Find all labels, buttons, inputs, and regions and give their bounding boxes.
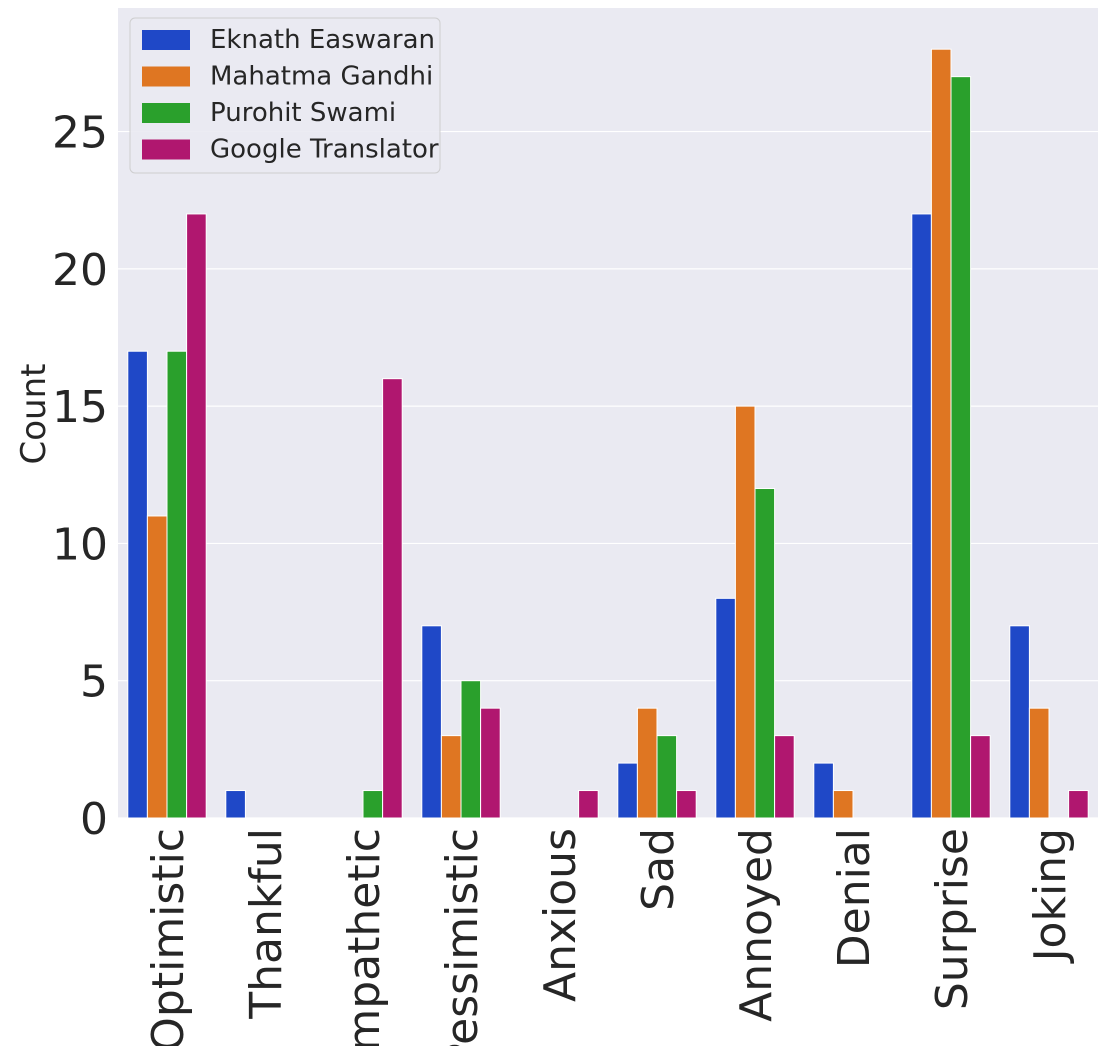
- bar: [440, 735, 462, 819]
- legend-label: Eknath Easwaran: [210, 25, 435, 55]
- x-tick-label: Optimistic: [143, 828, 194, 1046]
- legend-swatch: [142, 30, 190, 50]
- legend-label: Mahatma Gandhi: [210, 62, 433, 92]
- y-tick-label: 5: [80, 657, 108, 708]
- bar: [911, 213, 932, 819]
- bar: [146, 515, 168, 819]
- bar: [421, 625, 442, 819]
- legend-label: Google Translator: [210, 135, 439, 165]
- y-tick-label: 20: [52, 245, 108, 296]
- bar: [813, 762, 834, 819]
- bar: [930, 48, 952, 819]
- x-tick-label: Pessimistic: [437, 828, 488, 1046]
- bar: [127, 350, 148, 819]
- x-tick-label: Surprise: [927, 828, 978, 1010]
- bar: [480, 707, 501, 819]
- bar: [166, 350, 188, 819]
- x-tick-label: Annoyed: [731, 828, 782, 1022]
- bar: [460, 680, 482, 819]
- legend-swatch: [142, 66, 190, 87]
- bar: [950, 76, 972, 819]
- bar: [754, 488, 776, 819]
- bar: [676, 790, 697, 819]
- x-tick-label: Denial: [829, 828, 880, 968]
- bar: [636, 707, 658, 819]
- x-tick-label: Thankful: [241, 828, 292, 1020]
- legend-swatch: [142, 139, 190, 160]
- x-tick-label: Sad: [633, 828, 684, 911]
- bar: [734, 405, 756, 819]
- bar: [656, 735, 678, 819]
- legend-box: [129, 17, 441, 174]
- bar: [617, 762, 638, 819]
- x-tick-label: Empathetic: [339, 828, 390, 1046]
- y-tick-label: 10: [52, 519, 108, 570]
- bar: [382, 378, 403, 819]
- y-tick-label: 0: [80, 794, 108, 845]
- bar: [715, 597, 736, 819]
- legend-label: Purohit Swami: [210, 98, 396, 128]
- bar: [1009, 625, 1030, 819]
- y-tick-label: 15: [52, 382, 108, 433]
- legend: Eknath Easwaran Mahatma Gandhi Purohit Swa…: [129, 17, 441, 174]
- x-tick-label: Joking: [1025, 828, 1076, 964]
- bar: [1068, 790, 1089, 819]
- x-tick-labels: Optimistic Thankful Empathetic Pessimistic A…: [143, 828, 1076, 1046]
- bar: [1028, 707, 1050, 819]
- bar: [832, 790, 854, 819]
- y-tick-labels: 0 5 10 15 20 25: [52, 108, 108, 845]
- bar: [578, 790, 599, 819]
- legend-swatch: [142, 103, 190, 123]
- bar: [970, 735, 991, 819]
- bars: [127, 48, 1089, 819]
- bar: [774, 735, 795, 819]
- y-tick-label: 25: [52, 108, 108, 159]
- bar: [362, 790, 384, 819]
- bar: [225, 790, 246, 819]
- x-tick-label: Anxious: [535, 828, 586, 1002]
- bar: [186, 213, 207, 819]
- y-axis-label: Count: [14, 364, 54, 465]
